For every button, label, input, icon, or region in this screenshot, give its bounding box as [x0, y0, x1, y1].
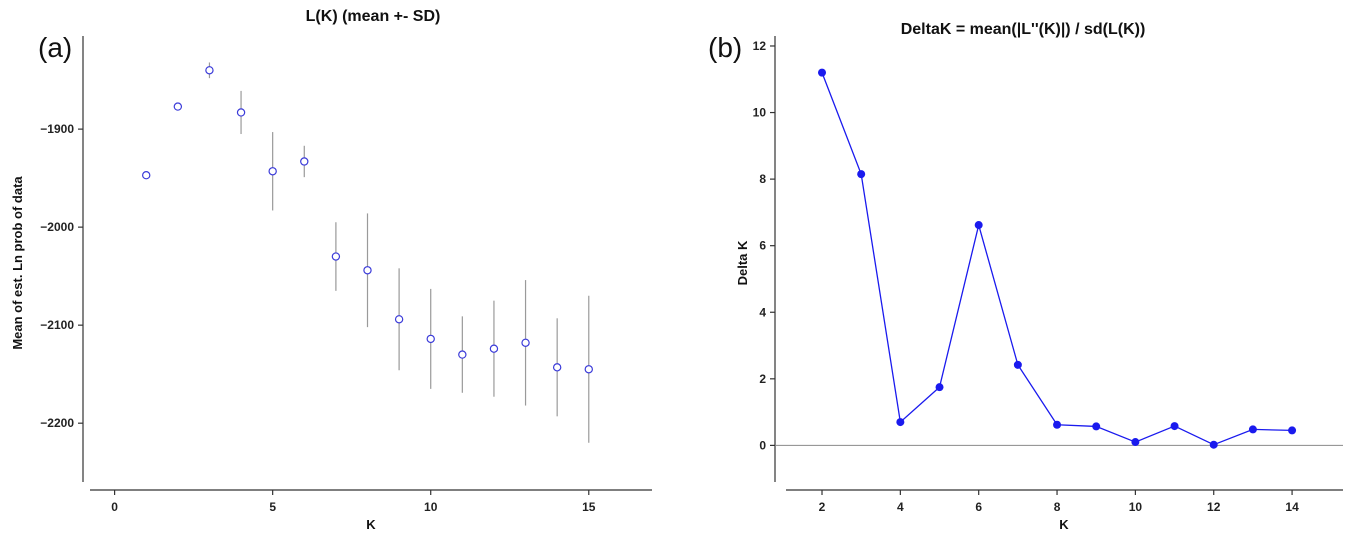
panel-b-point-7	[1013, 360, 1022, 369]
panel-a-point-14	[552, 363, 562, 372]
panel-b-point-11	[1170, 422, 1179, 431]
panel-a-point-10	[426, 334, 435, 344]
panel-b-x-tick-label-1: 4	[897, 500, 904, 514]
panel-b-x-label: K	[1059, 517, 1069, 532]
panel-b-y-tick-label-0: 0	[759, 438, 766, 452]
panel-a-x-tick-label-3: 15	[582, 500, 596, 514]
panel-a-point-15	[584, 365, 593, 374]
panel-a-point-7	[331, 252, 341, 261]
panel-a-x-tick-label-2: 10	[424, 500, 438, 514]
panel-a-error-bars	[208, 62, 590, 443]
panel-b-series-line	[821, 72, 1293, 446]
panel-b-y-label: Delta K	[735, 240, 750, 285]
panel-a-y-tick-label-1: −2000	[40, 220, 74, 234]
panel-a-x-label: K	[366, 517, 376, 532]
panel-b-y-tick-label-3: 6	[759, 239, 766, 253]
panel-b-point-9	[1092, 422, 1101, 431]
panel-b-x-tick-label-2: 6	[975, 500, 982, 514]
panel-b-point-8	[1053, 420, 1062, 429]
panel-b-y-tick-label-5: 10	[753, 106, 767, 120]
panel-a-y-ticks: −1900 −2000 −2100 −2200	[40, 122, 83, 430]
panel-a-point-13	[521, 338, 530, 348]
panel-b-y-tick-label-1: 2	[759, 372, 766, 386]
panel-a-point-11	[458, 350, 467, 359]
panel-b-x-ticks: 2 4 6 8 10 12 14	[819, 490, 1299, 514]
panel-a-y-tick-label-0: −1900	[40, 122, 74, 136]
panel-a-point-3	[205, 66, 214, 75]
panel-b-y-tick-label-4: 8	[759, 172, 766, 186]
panel-b-y-ticks: 0 2 4 6 8 10 12	[753, 39, 775, 452]
panel-b-x-tick-label-6: 14	[1285, 500, 1299, 514]
panel-a-point-12	[489, 344, 499, 353]
panel-a-y-tick-label-3: −2200	[40, 416, 74, 430]
panel-b-y-tick-label-2: 4	[759, 305, 766, 319]
panel-a-point-4	[236, 108, 246, 117]
panel-a-point-5	[268, 167, 277, 176]
panel-b-point-3	[857, 170, 866, 179]
panel-b-x-tick-label-4: 10	[1129, 500, 1143, 514]
panel-b-label: (b)	[708, 32, 742, 63]
panel-b-point-10	[1131, 438, 1140, 447]
panel-a-point-6	[300, 157, 309, 166]
panel-b-point-5	[935, 383, 944, 392]
panel-b-x-tick-label-5: 12	[1207, 500, 1221, 514]
panel-b-points	[818, 68, 1297, 449]
panel-b-point-14	[1288, 426, 1297, 435]
panel-b-title: DeltaK = mean(|L''(K)|) / sd(L(K))	[901, 21, 1146, 38]
panel-a-y-tick-label-2: −2100	[40, 318, 74, 332]
panel-b-point-13	[1248, 425, 1257, 434]
panel-b-point-2	[818, 68, 827, 77]
panel-a-label: (a)	[38, 32, 72, 63]
panel-a-point-1	[142, 170, 151, 180]
panel-b-x-tick-label-3: 8	[1054, 500, 1061, 514]
panel-a-x-tick-label-0: 0	[111, 500, 118, 514]
panel-a-y-label: Mean of est. Ln prob of data	[10, 176, 25, 350]
panel-b-y-tick-label-6: 12	[753, 39, 767, 53]
panel-b: (b) DeltaK = mean(|L''(K)|) / sd(L(K)) 0…	[708, 21, 1343, 532]
panel-b-x-tick-label-0: 2	[819, 500, 826, 514]
panel-a-point-2	[173, 102, 183, 111]
panel-b-point-4	[896, 418, 905, 427]
panel-b-point-12	[1209, 440, 1218, 449]
panel-b-point-6	[974, 221, 983, 230]
panel-a-point-8	[363, 266, 372, 275]
panel-a-x-tick-label-1: 5	[269, 500, 276, 514]
panel-a-title: L(K) (mean +- SD)	[306, 8, 441, 25]
panel-a-points	[142, 66, 593, 374]
panel-a-point-9	[394, 315, 404, 324]
panel-a: (a) L(K) (mean +- SD) −1900 −2000 −2100 −22…	[10, 8, 652, 532]
panel-a-x-ticks: 0 5 10 15	[111, 490, 596, 514]
